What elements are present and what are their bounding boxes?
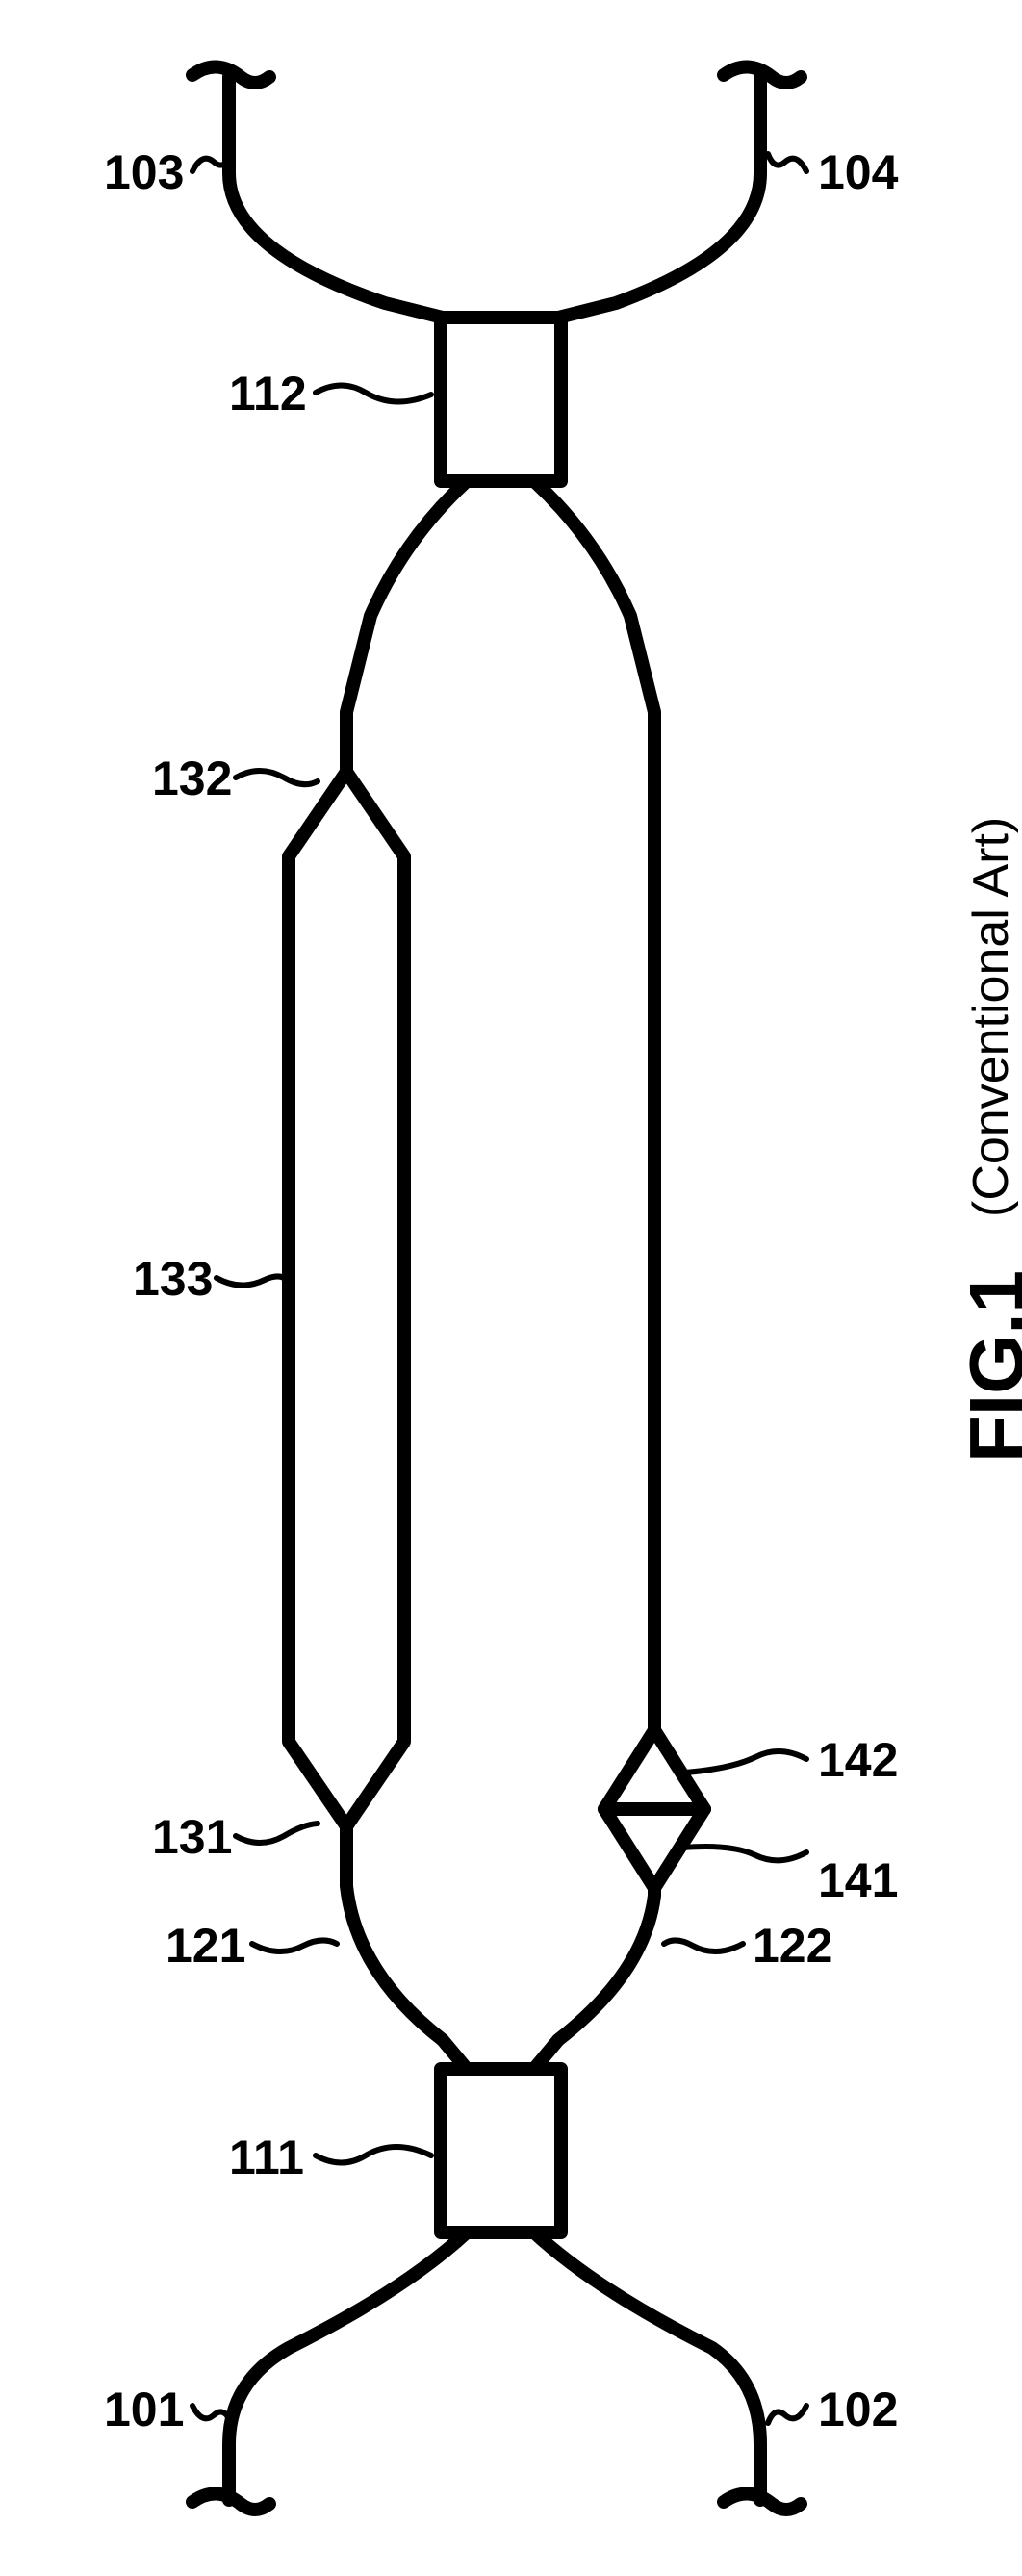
leader-104 bbox=[768, 154, 806, 171]
coupler-111 bbox=[441, 2069, 561, 2232]
leader-121 bbox=[252, 1940, 337, 1951]
leader-132 bbox=[236, 771, 318, 784]
arm-122-lower bbox=[534, 1888, 654, 2069]
label-133: 133 bbox=[133, 1251, 213, 1307]
line-102 bbox=[534, 2232, 760, 2500]
label-112: 112 bbox=[229, 366, 307, 421]
line-101 bbox=[229, 2232, 467, 2500]
figure-page: 101 102 103 104 111 112 121 122 131 132 … bbox=[0, 0, 1022, 2576]
arm-122-upper bbox=[534, 481, 654, 1730]
label-141: 141 bbox=[818, 1852, 898, 1908]
leader-133 bbox=[217, 1276, 289, 1285]
caption-sub: (Conventional Art) bbox=[962, 817, 1020, 1217]
line-103 bbox=[229, 77, 443, 318]
label-111: 111 bbox=[229, 2130, 304, 2185]
label-104: 104 bbox=[818, 144, 898, 200]
line-104 bbox=[558, 77, 760, 318]
coupler-112 bbox=[441, 318, 561, 481]
leader-102 bbox=[768, 2406, 806, 2423]
label-102: 102 bbox=[818, 2382, 898, 2437]
label-103: 103 bbox=[104, 144, 184, 200]
arm-121 bbox=[346, 1826, 467, 2069]
leader-141 bbox=[683, 1847, 806, 1860]
element-133 bbox=[289, 772, 404, 1826]
leader-112 bbox=[316, 386, 431, 402]
leader-131 bbox=[236, 1824, 318, 1843]
label-122: 122 bbox=[753, 1918, 832, 1974]
label-121: 121 bbox=[166, 1918, 245, 1974]
label-142: 142 bbox=[818, 1732, 898, 1788]
arm-transition-top-left bbox=[346, 481, 467, 772]
leader-111 bbox=[316, 2147, 431, 2163]
leader-122 bbox=[664, 1940, 743, 1951]
leader-142 bbox=[685, 1751, 806, 1773]
caption-main: FIG.1 bbox=[953, 1270, 1022, 1463]
label-101: 101 bbox=[104, 2382, 184, 2437]
label-131: 131 bbox=[152, 1809, 232, 1865]
label-132: 132 bbox=[152, 751, 232, 806]
